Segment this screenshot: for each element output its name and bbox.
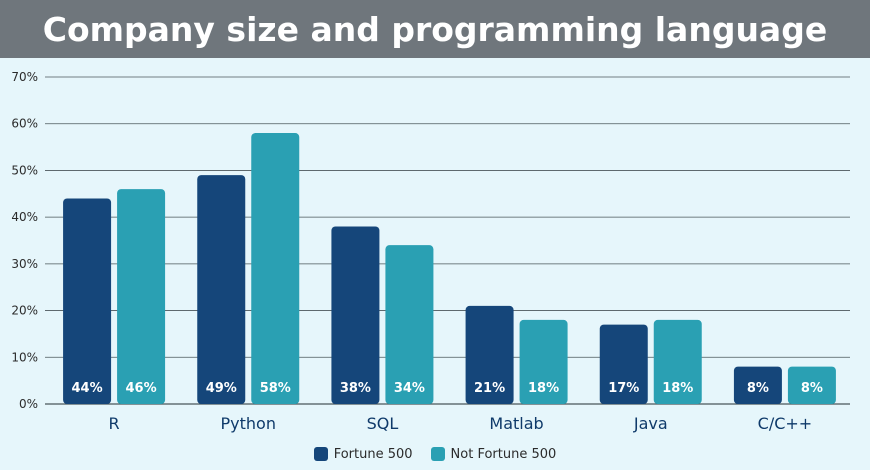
bar-value-label: 8% [801, 381, 823, 396]
bar [787, 366, 836, 404]
bar [197, 175, 246, 404]
bar-value-label: 18% [662, 381, 693, 396]
title-banner: Company size and programming language [0, 0, 870, 58]
bar [519, 319, 568, 404]
bar [465, 305, 514, 404]
bar-value-label: 18% [528, 381, 559, 396]
y-tick-label: 40% [11, 210, 38, 224]
y-tick-label: 0% [19, 397, 38, 411]
legend-label-not-fortune-500: Not Fortune 500 [450, 446, 557, 462]
bar [733, 366, 782, 404]
legend: Fortune 500 Not Fortune 500 [0, 442, 870, 466]
x-category-label: Java [633, 414, 668, 433]
y-tick-label: 30% [11, 257, 38, 271]
legend-swatch-not-fortune-500 [430, 447, 445, 461]
x-category-label: SQL [367, 414, 399, 433]
bar-chart: 0% 10% 20% 30% 40% 50% 60% 70% 44% 46% R 49% 58% Pyth… [11, 70, 850, 433]
bar [331, 226, 380, 404]
bar-value-label: 21% [474, 381, 505, 396]
legend-swatch-fortune-500 [313, 447, 328, 461]
chart-title: Company size and programming language [42, 9, 828, 49]
legend-label-fortune-500: Fortune 500 [333, 446, 413, 462]
y-tick-label: 70% [11, 70, 38, 84]
y-tick-label: 20% [11, 304, 38, 318]
bar [251, 133, 300, 405]
bar-value-label: 8% [747, 381, 769, 396]
legend-item-not-fortune-500: Not Fortune 500 [430, 446, 557, 462]
bar [599, 324, 648, 404]
bar [117, 189, 166, 404]
bar-value-label: 17% [608, 381, 639, 396]
bar-value-label: 49% [206, 381, 237, 396]
bar [653, 319, 702, 404]
y-tick-label: 60% [11, 117, 38, 131]
bar-value-label: 46% [126, 381, 157, 396]
x-category-label: Python [221, 414, 276, 433]
x-category-label: R [109, 414, 120, 433]
bar-value-label: 34% [394, 381, 425, 396]
x-category-label: C/C++ [758, 414, 813, 433]
legend-item-fortune-500: Fortune 500 [313, 446, 413, 462]
y-tick-label: 10% [11, 350, 38, 364]
bar-value-label: 58% [260, 381, 291, 396]
chart-area: 0% 10% 20% 30% 40% 50% 60% 70% 44% 46% R 49% 58% Pyth… [0, 58, 870, 470]
bar-value-label: 44% [72, 381, 103, 396]
bar [63, 198, 112, 404]
x-category-label: Matlab [489, 414, 543, 433]
bar [385, 245, 434, 404]
y-tick-label: 50% [11, 163, 38, 177]
bar-value-label: 38% [340, 381, 371, 396]
